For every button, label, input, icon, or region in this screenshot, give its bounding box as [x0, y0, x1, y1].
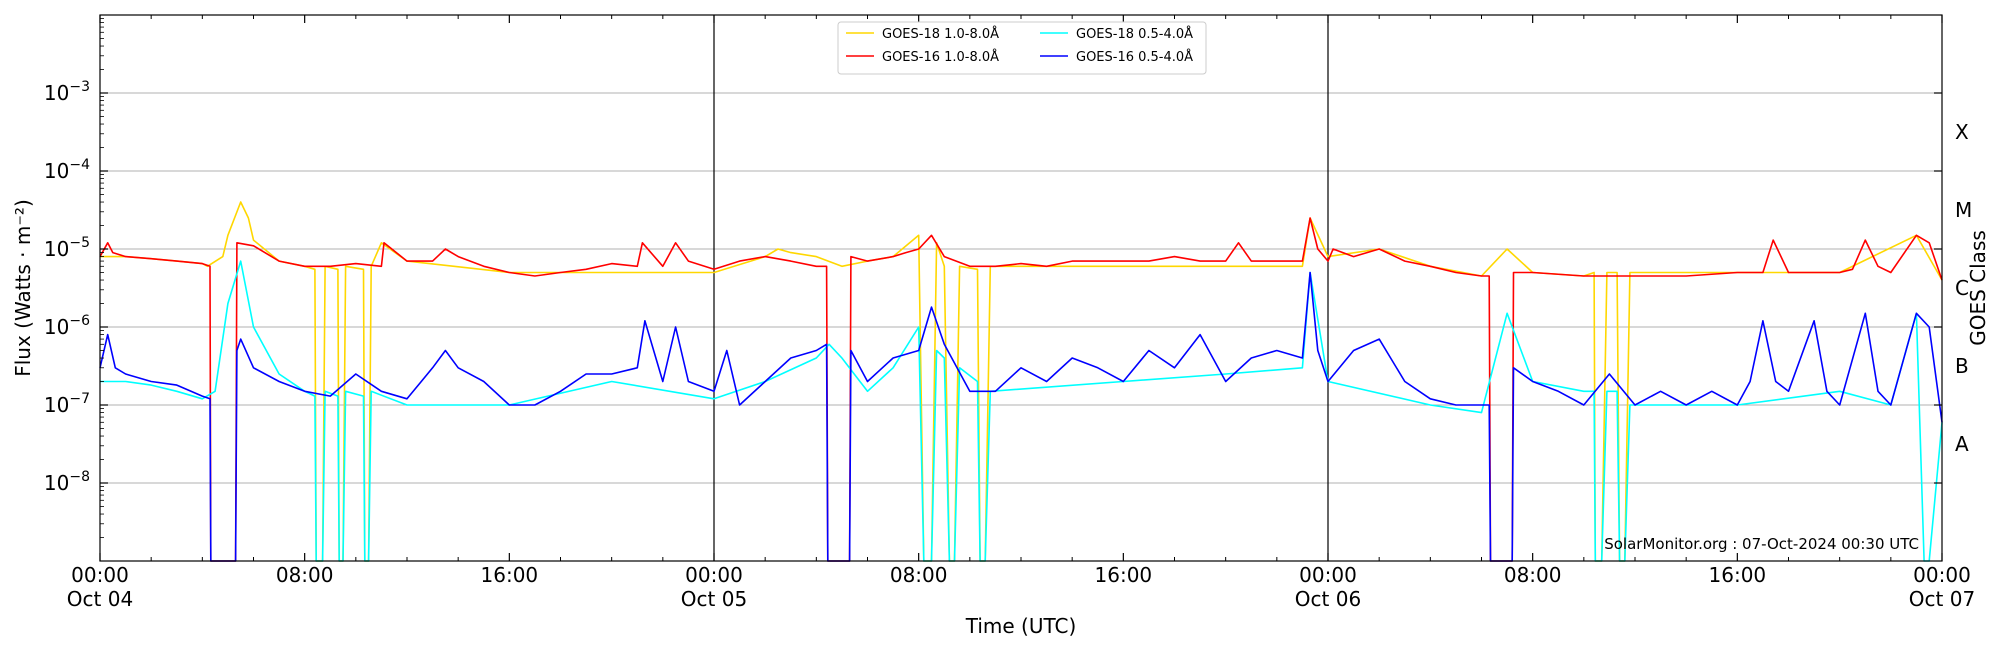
goes-class-labels: A B C M X	[1955, 120, 1972, 456]
x-tick-date-label: Oct 06	[1295, 587, 1361, 611]
source-annotation: SolarMonitor.org : 07-Oct-2024 00:30 UTC	[1604, 535, 1919, 553]
x-axis-title: Time (UTC)	[965, 614, 1077, 638]
legend-label: GOES-18 0.5-4.0Å	[1076, 26, 1193, 42]
x-tick-label: 08:00	[1504, 563, 1562, 587]
x-tick-label: 00:00	[1299, 563, 1357, 587]
y-tick-label: 10−6	[44, 313, 90, 339]
legend-label: GOES-16 1.0-8.0Å	[882, 49, 999, 65]
y-tick-label: 10−4	[44, 157, 90, 183]
legend: GOES-18 1.0-8.0Å GOES-18 0.5-4.0Å GOES-16 …	[837, 21, 1207, 75]
x-tick-label: 16:00	[1095, 563, 1153, 587]
y-tick-label: 10−3	[44, 79, 90, 105]
y-tick-label: 10−8	[44, 469, 90, 495]
y-axis-title: Flux (Watts · m⁻²)	[11, 199, 35, 377]
x-tick-label: 08:00	[890, 563, 948, 587]
series-line	[99, 271, 1943, 562]
x-tick-label: 00:00	[1913, 563, 1971, 587]
x-tick-date-label: Oct 05	[681, 587, 747, 611]
day-separator-lines	[713, 15, 1329, 561]
series-line	[99, 217, 1943, 562]
right-axis-title: GOES Class	[1966, 230, 1990, 346]
goes-class-label: M	[1955, 198, 1972, 222]
x-tick-label: 16:00	[481, 563, 539, 587]
x-tick-date-label: Oct 07	[1909, 587, 1975, 611]
legend-box	[837, 21, 1207, 75]
goes-class-label: C	[1955, 276, 1969, 300]
x-tick-label: 00:00	[685, 563, 743, 587]
goes-class-label: B	[1955, 354, 1969, 378]
y-axis-ticks: 10−8 10−7 10−6 10−5 10−4 10−3	[44, 18, 1942, 538]
legend-label: GOES-18 1.0-8.0Å	[882, 26, 999, 42]
goes-class-label: X	[1955, 120, 1969, 144]
x-tick-label: 16:00	[1709, 563, 1767, 587]
y-tick-label: 10−7	[44, 391, 90, 417]
x-tick-date-label: Oct 04	[67, 587, 133, 611]
x-tick-label: 08:00	[276, 563, 334, 587]
goes-class-label: A	[1955, 432, 1969, 456]
legend-label: GOES-16 0.5-4.0Å	[1076, 49, 1193, 65]
y-tick-label: 10−5	[44, 235, 90, 261]
x-tick-label: 00:00	[71, 563, 129, 587]
